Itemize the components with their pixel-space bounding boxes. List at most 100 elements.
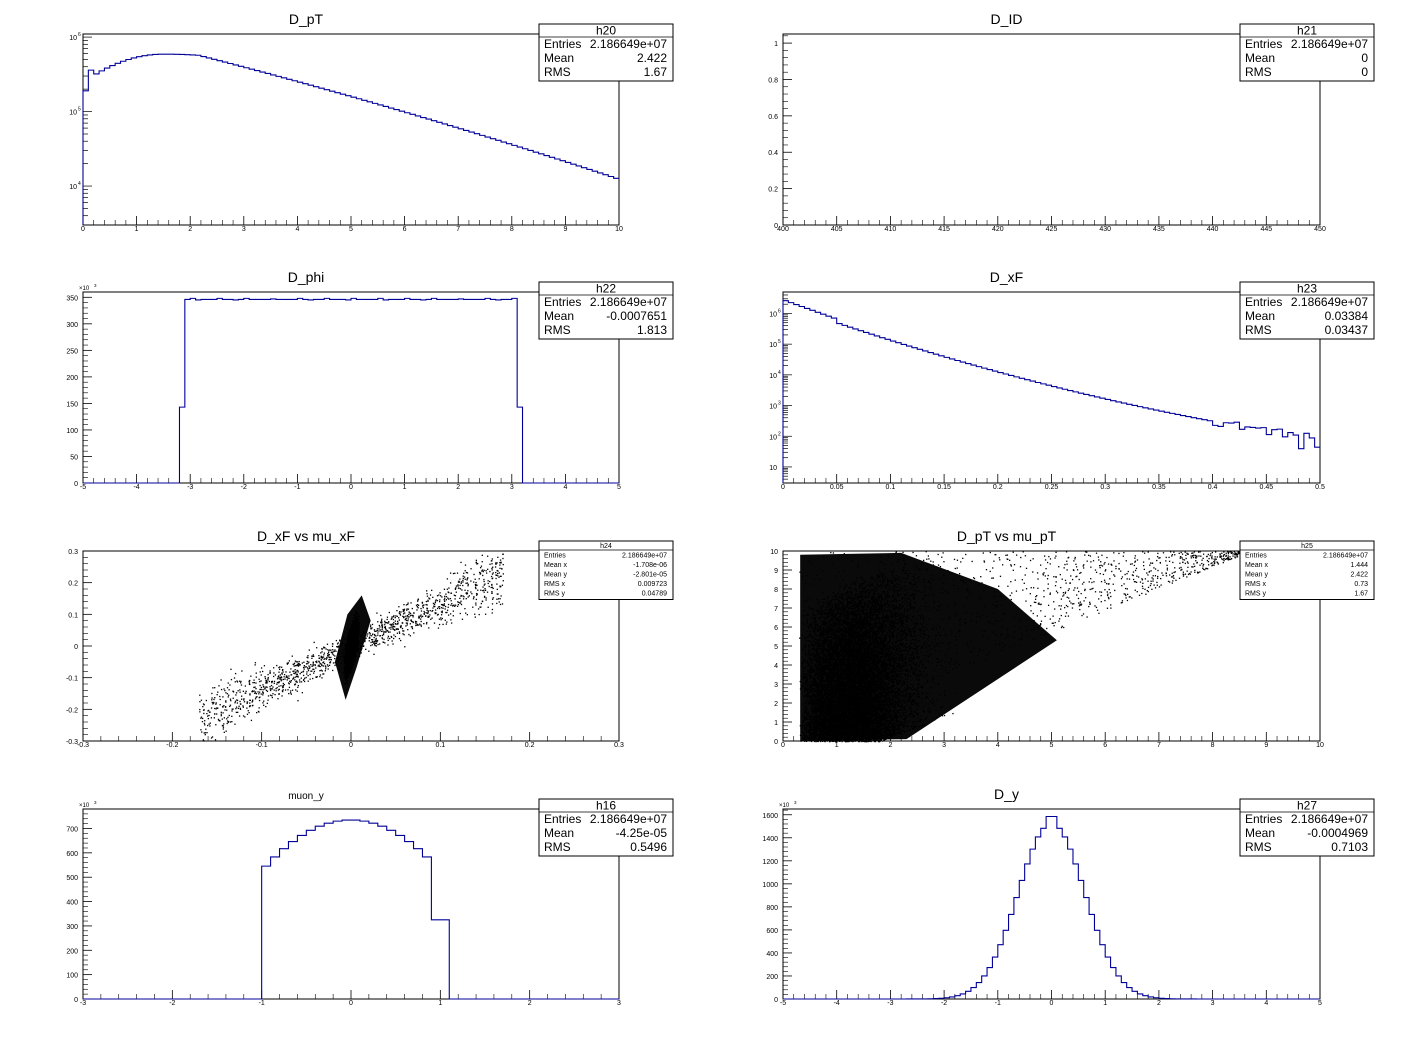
x-tick-label: 445 [1260,226,1272,233]
x-tick-label: 410 [885,226,897,233]
x-tick-label: 0.2 [525,742,535,749]
x-tick-label: 2 [456,484,460,491]
y-tick-label: -0.2 [66,707,78,714]
stats-value: 2.186649e+07 [1291,37,1368,51]
stats-value: 2.422 [637,51,667,65]
y-tick-label: 50 [70,454,78,461]
x-tick-label: 3 [242,226,246,233]
chart-title: D_phi [288,269,325,285]
x-tick-label: 5 [349,226,353,233]
x-tick-label: 0.45 [1259,484,1273,491]
x-tick-label: 0.4 [1208,484,1218,491]
stats-label: Entries [544,295,581,309]
x-tick-label: 6 [403,226,407,233]
chart-title: D_xF vs mu_xF [257,528,355,544]
x-tick-label: -1 [294,484,300,491]
stats-label: Mean [1245,309,1275,323]
plot-frame [783,34,1320,225]
x-tick-label: 0 [349,484,353,491]
stats-name: h22 [596,282,616,296]
y-tick-label: 150 [66,401,78,408]
stats-name: h20 [596,24,616,38]
y-tick-label: 10 [69,184,77,191]
y-tick-label: 200 [66,375,78,382]
x-tick-label: -5 [80,484,86,491]
stats-label: Entries [1245,37,1282,51]
chart-title: D_xF [990,269,1023,285]
stats-value: 0 [1361,65,1368,79]
x-tick-label: 3 [510,484,514,491]
stats-value: 0.03384 [1325,309,1369,323]
x-tick-label: 4 [563,484,567,491]
stats-value: 2.186649e+07 [590,37,667,51]
y-tick-label: 10 [69,110,77,117]
stats-value: 2.186649e+07 [1291,295,1368,309]
x-tick-label: 0.5 [1315,484,1325,491]
x-tick-label: 0 [81,226,85,233]
y-tick-label: 350 [66,295,78,302]
y-tick-label: 0.6 [768,114,778,121]
stats-value: -0.0007651 [606,309,667,323]
y-tick-label: 1 [774,41,778,48]
chart-title: D_pT [289,11,324,27]
x-tick-label: -4 [133,484,139,491]
y-tick-label: 300 [66,322,78,329]
y-tick-label: 0 [74,644,78,651]
x-tick-label: 405 [831,226,843,233]
plot-frame [783,292,1320,483]
x-tick-label: 0.35 [1152,484,1166,491]
y-tick-label: 0.1 [68,612,78,619]
chart-title: D_ID [991,11,1023,27]
stats-value: 1.67 [644,65,668,79]
y-tick-label: 10 [769,404,777,411]
x-tick-label: 0.15 [937,484,951,491]
x-tick-label: 420 [992,226,1004,233]
y-multiplier: ×10 [79,286,90,292]
y-tick-label: 10 [769,311,777,318]
stats-value: 0 [1361,51,1368,65]
stats-label: RMS [1245,323,1272,337]
y-tick-exponent: 3 [778,401,781,407]
x-tick-label: 1 [135,226,139,233]
x-tick-label: 450 [1314,226,1326,233]
histogram-line [783,301,1320,483]
stats-label: Mean [544,309,574,323]
x-tick-label: 430 [1099,226,1111,233]
y-tick-label: 10 [769,373,777,380]
x-tick-label: 0 [349,742,353,749]
x-tick-label: 9 [563,226,567,233]
y-tick-label: -0.1 [66,676,78,683]
y-tick-exponent: 5 [78,107,81,113]
x-tick-label: 0.1 [435,742,445,749]
y-tick-exponent: 2 [778,431,781,437]
y-tick-label: 0.8 [768,77,778,84]
x-tick-label: 0.05 [830,484,844,491]
stats-value: 1.813 [637,323,667,337]
stats-name: h23 [1297,282,1317,296]
stats-value: 2.186649e+07 [590,295,667,309]
x-tick-label: -0.2 [166,742,178,749]
x-tick-label: 435 [1153,226,1165,233]
stats-name: h21 [1297,24,1317,38]
x-tick-label: -2 [241,484,247,491]
x-tick-label: 0.2 [993,484,1003,491]
y-tick-label: 10 [769,342,777,349]
x-tick-label: 0.25 [1045,484,1059,491]
stats-label: Mean [544,51,574,65]
y-tick-exponent: 6 [778,308,781,314]
stats-label: Mean [1245,51,1275,65]
x-tick-label: 0.3 [614,742,624,749]
stats-value: 0.03437 [1325,323,1369,337]
y-tick-label: 10 [769,434,777,441]
y-tick-exponent: 4 [78,181,81,187]
x-tick-label: 400 [777,226,789,233]
